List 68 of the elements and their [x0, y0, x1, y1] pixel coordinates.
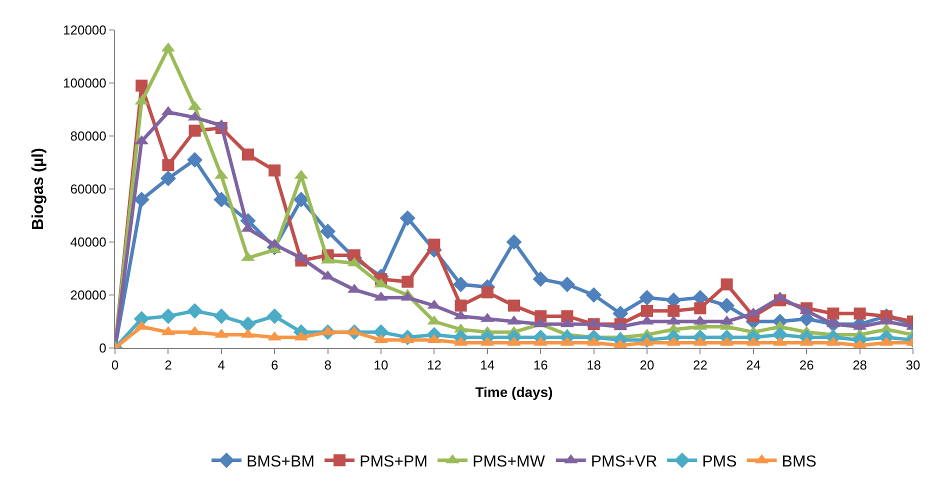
x-tick-label: 28: [852, 358, 868, 373]
point: [534, 310, 547, 322]
point: [532, 271, 548, 287]
point: [268, 164, 281, 176]
point: [187, 152, 203, 168]
point: [854, 308, 866, 320]
point: [453, 276, 469, 292]
point: [134, 192, 150, 208]
point: [428, 238, 440, 251]
x-tick-label: 12: [426, 358, 442, 373]
x-tick-label: 4: [218, 358, 226, 373]
y-tick-label: 120000: [63, 22, 106, 38]
x-axis-title: Time (days): [475, 384, 553, 400]
x-tick-label: 24: [746, 358, 761, 373]
point: [639, 290, 655, 306]
legend-label: BMS: [782, 454, 816, 471]
x-tick-label: 26: [799, 358, 814, 373]
x-tick-label: 16: [533, 358, 548, 373]
point: [187, 303, 203, 319]
point: [559, 276, 575, 292]
point: [320, 224, 336, 240]
point: [719, 298, 735, 314]
point: [188, 124, 201, 137]
point: [162, 159, 174, 172]
point: [160, 170, 176, 186]
x-tick-label: 10: [374, 358, 388, 373]
point: [481, 286, 494, 298]
y-tick-label: 20000: [70, 288, 106, 303]
legend-label: PMS+MW: [472, 454, 546, 471]
y-tick-label: 0: [99, 340, 106, 356]
y-tick-label: 100000: [63, 76, 106, 91]
point: [641, 304, 653, 317]
x-tick-label: 14: [480, 358, 495, 373]
x-tick-label: 0: [111, 358, 119, 373]
point: [508, 300, 520, 312]
legend-label: PMS+VR: [590, 454, 658, 471]
x-tick-label: 6: [270, 358, 278, 373]
point: [402, 276, 414, 288]
x-tick-label: 18: [586, 358, 602, 373]
x-tick-label: 8: [324, 358, 332, 373]
y-tick-label: 60000: [70, 182, 106, 197]
point: [694, 302, 706, 314]
legend-label: PMS+PM: [360, 454, 428, 471]
y-axis-title: Biogas (µl): [30, 148, 47, 230]
point: [214, 192, 230, 208]
point: [160, 308, 176, 324]
x-tick-label: 20: [640, 358, 654, 373]
point: [293, 192, 309, 208]
point: [214, 308, 230, 324]
point: [586, 287, 602, 303]
point: [506, 234, 522, 250]
point: [720, 278, 733, 290]
x-tick-label: 30: [906, 358, 920, 373]
legend-label: BMS+BM: [246, 454, 315, 471]
point: [136, 80, 148, 92]
point: [266, 308, 282, 324]
point: [400, 210, 416, 226]
legend-label: PMS: [702, 454, 737, 471]
point: [561, 310, 574, 322]
x-tick-label: 2: [164, 358, 172, 373]
y-tick-label: 40000: [70, 234, 106, 250]
x-tick-label: 22: [692, 358, 708, 373]
point: [827, 308, 840, 320]
point: [242, 148, 254, 161]
y-tick-label: 80000: [70, 128, 106, 144]
point: [240, 316, 256, 332]
point: [668, 304, 680, 317]
point: [454, 300, 467, 312]
